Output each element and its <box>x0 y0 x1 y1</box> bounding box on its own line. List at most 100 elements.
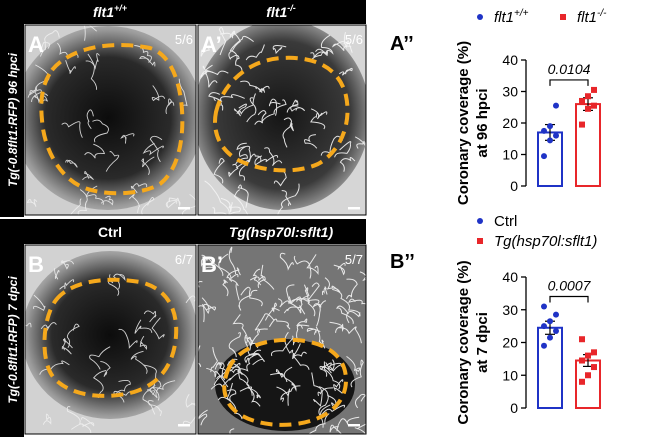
data-point <box>585 372 591 379</box>
panel-a-outline <box>39 42 185 196</box>
vessel-path <box>165 98 175 115</box>
vessel-path <box>139 335 148 350</box>
data-point <box>541 342 547 349</box>
micrograph-a <box>25 25 196 215</box>
panel-a2-fraction: 5/6 <box>345 32 363 47</box>
vessel-path <box>151 317 165 340</box>
vessel-path <box>65 159 78 168</box>
micrograph-a2 <box>198 25 366 215</box>
panel-b-fraction: 6/7 <box>175 252 193 267</box>
panel-a-header: flt1+/+ <box>93 3 128 20</box>
y-axis-label-line-1: Coronary coverage (%) <box>455 41 472 205</box>
y-tick-label: 30 <box>502 84 518 100</box>
data-point <box>541 303 547 310</box>
vessel-path <box>281 190 292 206</box>
vessel-path <box>226 267 241 282</box>
vessel-path <box>246 97 257 123</box>
vessel-path <box>321 286 328 296</box>
vessel-path <box>331 40 352 52</box>
data-point <box>585 105 591 112</box>
vessel-path <box>82 171 94 181</box>
vessel-path <box>355 393 366 409</box>
vessel-path <box>286 99 299 113</box>
vessel-path <box>198 409 208 426</box>
vessel-path <box>33 294 46 311</box>
vessel-path <box>332 288 361 317</box>
vessel-path <box>149 135 163 163</box>
y-axis-label-line-2: at 7 dpci <box>474 312 491 373</box>
data-point <box>541 323 547 330</box>
vessel-path <box>310 48 327 59</box>
vessel-path <box>354 427 366 434</box>
vessel-path <box>61 260 75 270</box>
vessel-path <box>292 351 307 360</box>
vessel-path <box>339 67 353 76</box>
vessel-path <box>218 253 239 280</box>
chart-panel-label: A’’ <box>390 33 414 55</box>
vessel-path <box>54 268 60 280</box>
data-point <box>579 336 585 343</box>
vessel-path <box>147 380 162 399</box>
vessel-path <box>39 360 70 375</box>
vessel-path <box>113 273 126 290</box>
vessel-path <box>182 402 196 425</box>
chart-b-plot: B’’ 0 10 20 30 40 Coronary coverage (%) at 7 dp… <box>390 213 601 425</box>
vessel-path <box>208 92 224 111</box>
vessel-path <box>329 424 343 434</box>
vessel-path <box>310 113 326 130</box>
vessel-path <box>229 428 235 434</box>
vessel-path <box>69 198 82 215</box>
vessel-path <box>185 393 196 408</box>
vessel-path <box>288 296 310 305</box>
vessel-path <box>65 60 76 74</box>
panel-b2-fraction: 5/7 <box>345 252 363 267</box>
vessel-path <box>270 369 288 383</box>
vessel-path <box>264 147 283 167</box>
vessel-path <box>240 286 263 307</box>
vessel-path <box>318 386 337 407</box>
vessel-path <box>228 332 241 358</box>
vessel-path <box>143 310 157 323</box>
vessel-path <box>151 85 166 102</box>
chart-panel-label: B’’ <box>390 251 415 273</box>
vessel-path <box>85 60 98 90</box>
data-point <box>553 132 559 139</box>
bottom-row-label: Tg(-0.8flt1:RFP) 7 dpci <box>6 276 20 404</box>
vessel-path <box>233 189 249 215</box>
data-point <box>579 357 585 364</box>
top-row-label: Tg(-0.8flt1:RFP) 96 hpci <box>6 52 20 187</box>
vessel-path <box>245 44 265 61</box>
vessel-path <box>354 136 366 149</box>
vessel-path <box>105 151 120 172</box>
vessel-path <box>333 262 346 276</box>
vessel-path <box>283 366 297 392</box>
panel-b2-outline <box>222 337 349 427</box>
vessel-path <box>198 345 202 368</box>
data-point <box>553 102 559 109</box>
data-point <box>591 86 597 93</box>
vessel-path <box>283 117 294 132</box>
vessel-path <box>348 298 366 305</box>
vessel-path <box>198 297 210 315</box>
vessel-path <box>210 372 243 390</box>
vessel-path <box>228 163 239 178</box>
vessel-path <box>311 372 322 397</box>
legend-label: flt1-/- <box>577 8 607 26</box>
vessel-path <box>229 279 240 301</box>
vessel-path <box>254 313 275 333</box>
legend-label: flt1+/+ <box>494 8 529 26</box>
vessel-path <box>276 386 291 406</box>
vessel-path <box>26 199 38 207</box>
panel-a2-header: flt1-/- <box>266 3 296 20</box>
vessel-path <box>247 387 261 399</box>
vessel-path <box>139 56 156 67</box>
vessel-path <box>336 305 354 325</box>
vessel-path <box>254 110 267 125</box>
vessel-path <box>228 202 241 215</box>
vessel-path <box>226 366 250 387</box>
vessel-path <box>296 318 308 329</box>
vessel-path <box>113 390 132 403</box>
vessel-path <box>277 183 300 215</box>
vessel-path <box>219 30 236 39</box>
